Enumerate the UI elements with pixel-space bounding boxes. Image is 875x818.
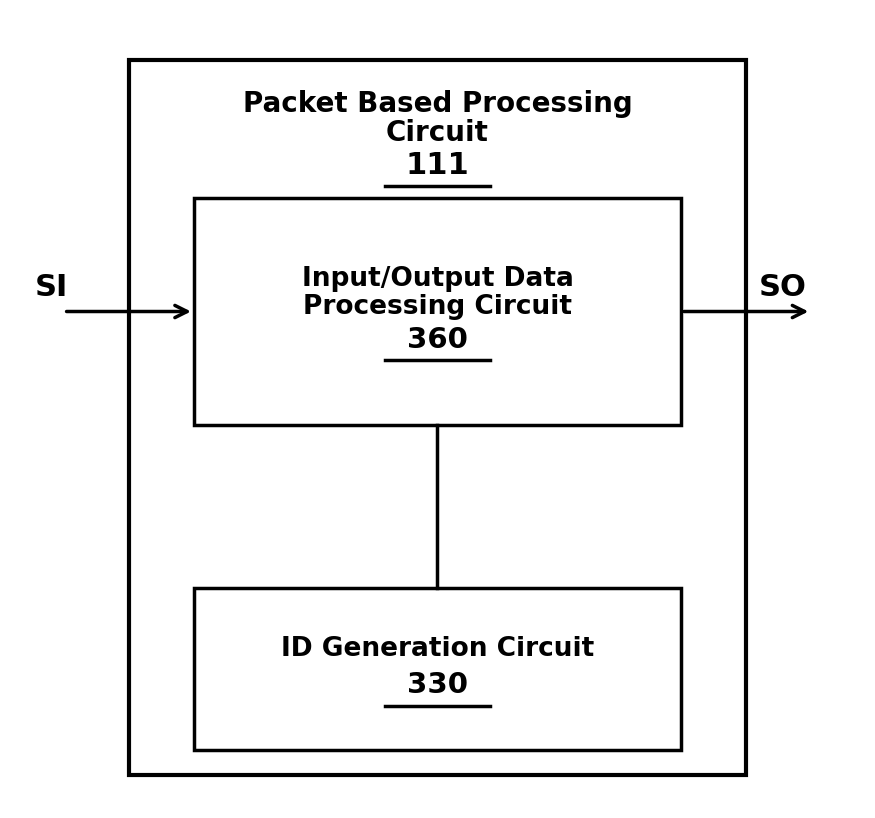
Bar [129,60,746,775]
Text: ID Generation Circuit: ID Generation Circuit [281,636,594,662]
Text: SO: SO [759,272,807,302]
Text: 360: 360 [407,326,468,354]
Text: SI: SI [35,272,68,302]
Text: Packet Based Processing: Packet Based Processing [242,90,633,119]
Text: Input/Output Data: Input/Output Data [302,266,573,292]
Text: 111: 111 [406,151,469,180]
Bar [193,198,682,425]
Text: Processing Circuit: Processing Circuit [303,294,572,321]
Text: 330: 330 [407,672,468,699]
Text: Circuit: Circuit [386,119,489,146]
Bar [193,588,682,750]
